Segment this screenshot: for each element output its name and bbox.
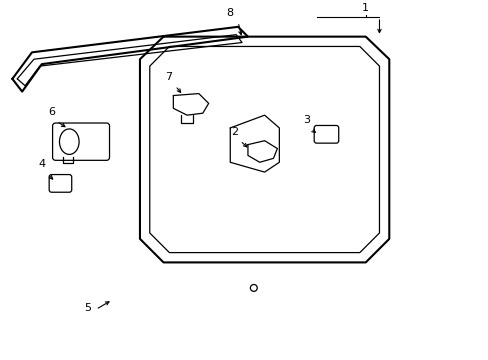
Text: 4: 4 [38,159,45,169]
Text: 5: 5 [84,303,91,314]
Text: 8: 8 [226,8,233,18]
Text: 2: 2 [231,127,238,137]
Text: 3: 3 [303,115,310,125]
Text: 6: 6 [48,107,55,117]
Text: 1: 1 [362,3,368,13]
Text: 7: 7 [164,72,172,82]
